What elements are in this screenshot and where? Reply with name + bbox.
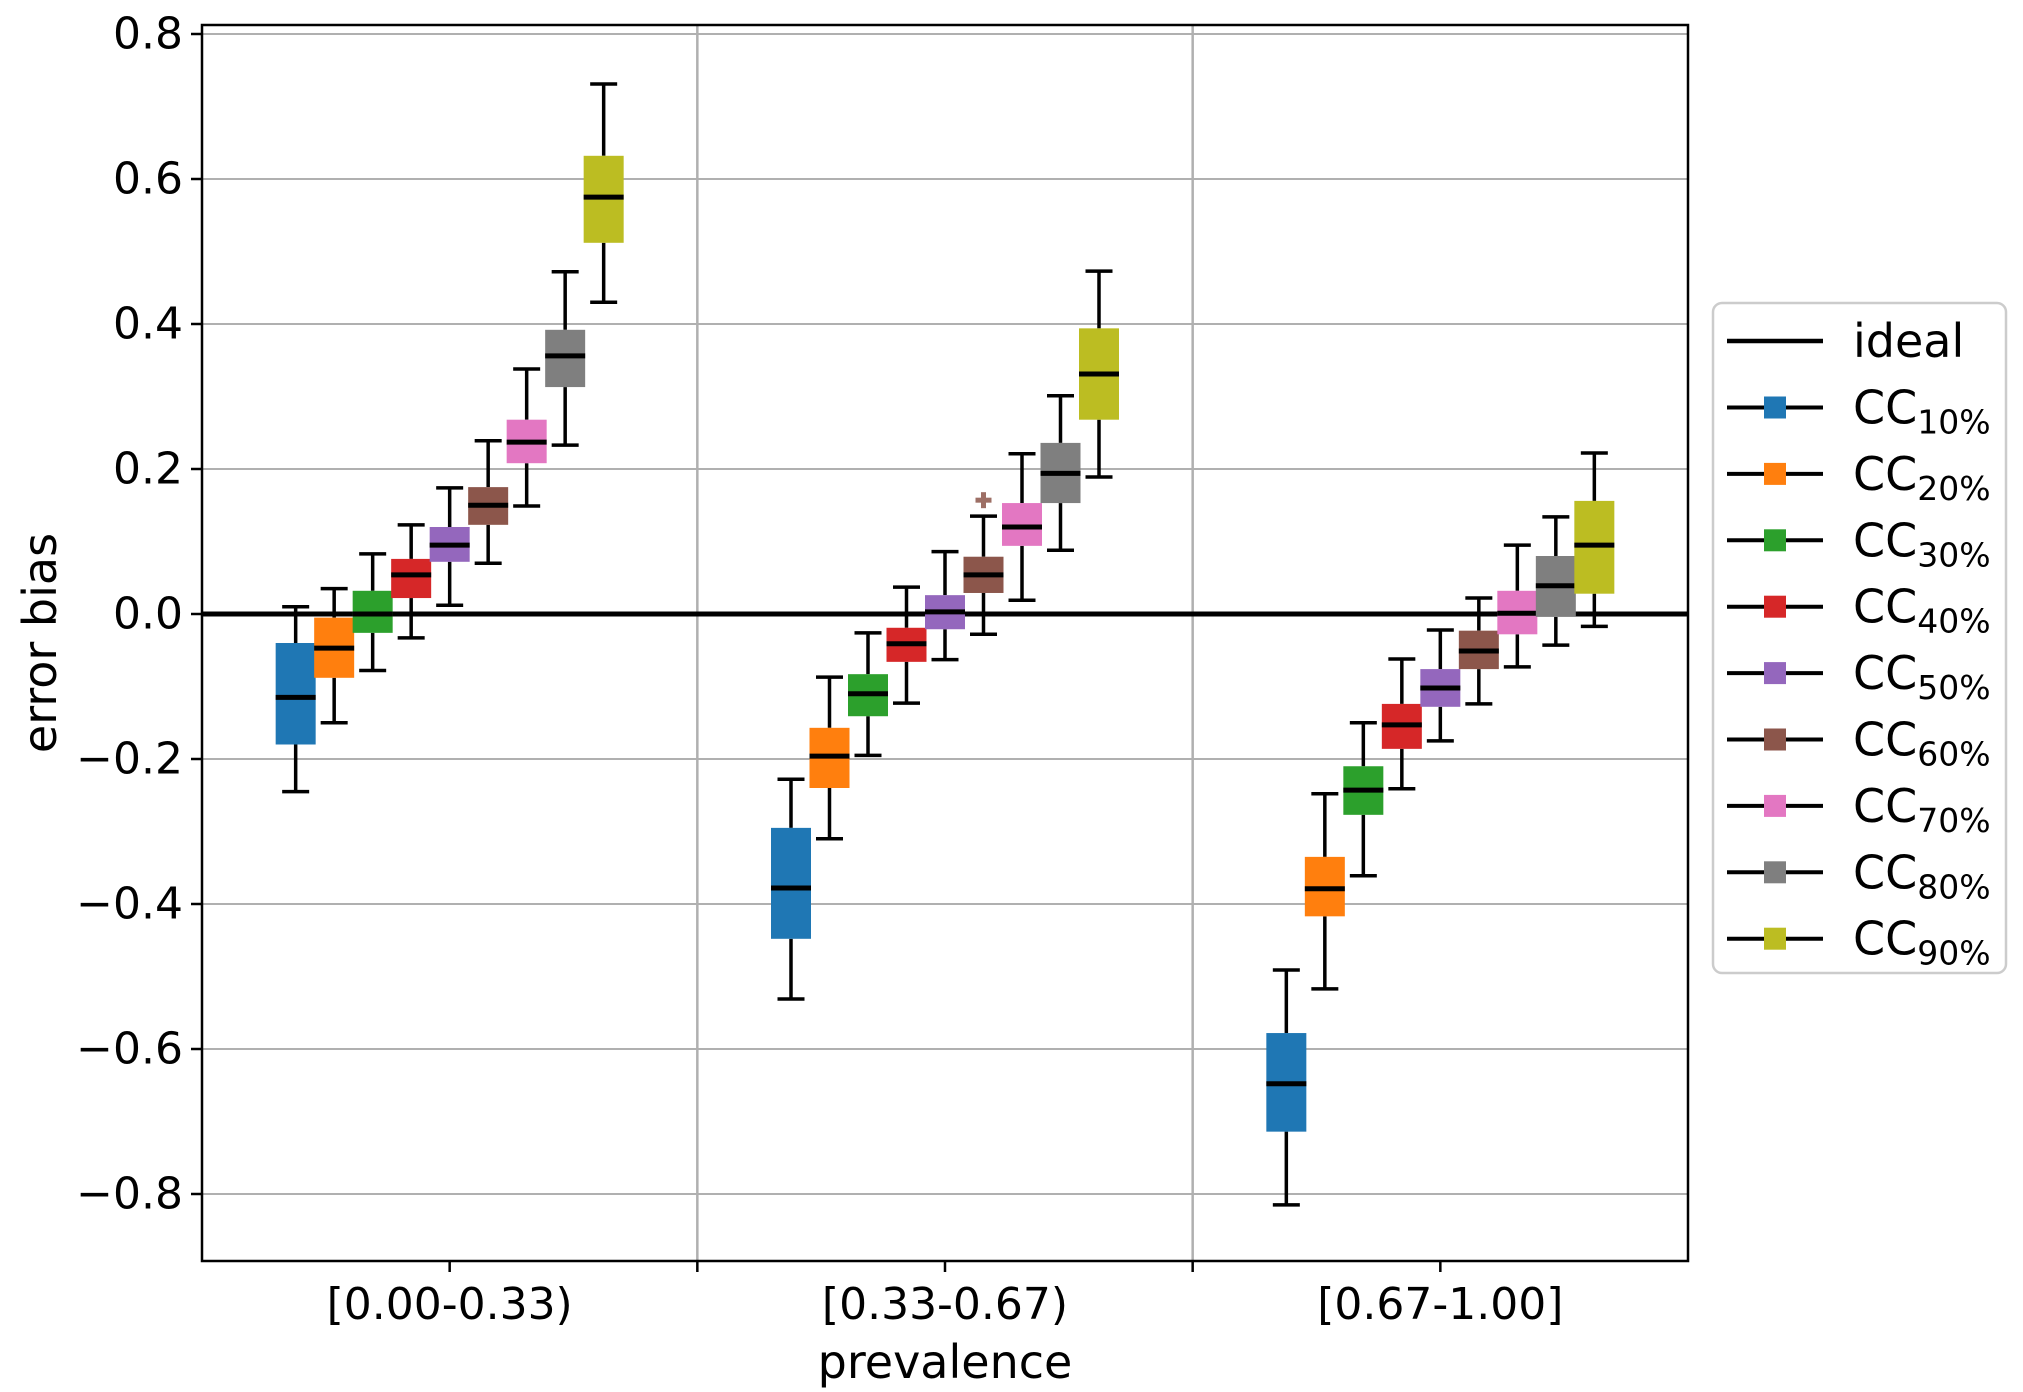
y-tick-label: 0.0 [113,589,183,640]
box-CC90%-cat0 [583,82,624,304]
legend-marker-CC50% [1764,662,1786,685]
box-CC80%-cat1 [1040,394,1081,552]
legend-entry-CC10%: CC10% [1727,381,1991,442]
box-CC50%-cat1 [925,549,965,662]
box-CC50%-cat2 [1420,628,1461,743]
box-CC80%-cat2 [1535,515,1576,647]
legend-marker-CC70% [1764,794,1786,817]
series-CC30% [352,552,1384,878]
y-tick-label: −0.4 [76,879,183,930]
legend-label-CC50%: CC50% [1853,646,1991,707]
box-CC10%-cat0 [275,605,316,794]
legend-label-CC20%: CC20% [1853,447,1991,508]
box-rect [275,643,316,745]
box-CC10%-cat2 [1266,968,1307,1207]
x-axis-title: prevalence [818,1335,1073,1389]
box-CC70%-cat1 [1002,452,1042,602]
legend-entry-CC40%: CC40% [1727,580,1991,641]
box-rect [1002,503,1042,546]
box-CC40%-cat0 [391,523,432,640]
box-CC20%-cat2 [1304,792,1345,991]
box-CC80%-cat0 [545,270,586,447]
series-CC70% [506,367,1538,669]
box-CC60%-cat1 [963,492,1004,637]
series-CC20% [314,586,1345,991]
legend-label-CC60%: CC60% [1853,713,1991,774]
y-tick-label: −0.8 [76,1169,183,1220]
y-tick-label: 0.2 [113,444,183,495]
box-CC30%-cat2 [1343,721,1384,878]
outlier-marker [975,492,992,509]
series-CC80% [545,270,1576,647]
legend-label-CC70%: CC70% [1853,779,1991,840]
box-CC90%-cat1 [1079,269,1119,479]
series-CC90% [583,82,1615,629]
legend-marker-CC80% [1764,861,1786,884]
legend-marker-CC40% [1764,595,1786,618]
series-CC60% [468,438,1499,706]
legend-entry-CC20%: CC20% [1727,447,1991,508]
legend-label-CC10%: CC10% [1853,381,1991,442]
legend-label-CC90%: CC90% [1853,912,1991,973]
y-tick-label: 0.8 [113,9,183,60]
boxplot-series [275,82,1615,1207]
box-rect [391,558,432,599]
legend-ideal-label: ideal [1853,314,1964,368]
series-CC50% [429,486,1461,743]
box-CC40%-cat2 [1381,657,1422,791]
box-rect [771,827,811,939]
box-CC10%-cat1 [771,777,811,1001]
box-CC90%-cat2 [1574,451,1615,629]
legend-entry-CC70%: CC70% [1727,779,1991,840]
y-axis-title: error bias [13,533,67,753]
box-CC60%-cat0 [468,438,509,565]
x-category-label: [0.33-0.67) [822,1279,1068,1330]
legend-label-CC80%: CC80% [1853,845,1991,906]
legend-marker-CC10% [1764,396,1786,419]
x-category-label: [0.00-0.33) [327,1279,573,1330]
legend-marker-CC30% [1764,529,1786,552]
box-CC30%-cat0 [352,552,393,673]
box-CC60%-cat2 [1458,596,1499,706]
legend-marker-CC20% [1764,462,1786,485]
x-category-label: [0.67-1.00] [1317,1279,1563,1330]
x-axis: [0.00-0.33) [0.33-0.67) [0.67-1.00] [327,1261,1563,1330]
series-CC40% [391,523,1422,791]
legend-entry-CC60%: CC60% [1727,713,1991,774]
y-tick-label: 0.4 [113,299,183,350]
box-CC20%-cat1 [809,675,850,841]
legend-entry-CC80%: CC80% [1727,845,1991,906]
box-rect [545,329,586,388]
legend-marker-CC60% [1764,728,1786,751]
legend-label-CC40%: CC40% [1853,580,1991,641]
legend-marker-CC90% [1764,927,1786,950]
box-CC40%-cat1 [886,585,927,705]
y-tick-label: 0.6 [113,154,183,205]
legend-label-CC30%: CC30% [1853,513,1991,574]
box-CC70%-cat2 [1497,543,1538,669]
box-CC20%-cat0 [314,586,355,725]
legend-entry-CC90%: CC90% [1727,912,1991,973]
y-axis: 0.8 0.6 0.4 0.2 0.0 −0.2 −0.4 −0.6 −0.8 [76,9,202,1220]
box-CC30%-cat1 [848,631,888,758]
y-tick-label: −0.6 [76,1024,183,1075]
legend-entry-CC30%: CC30% [1727,513,1991,574]
box-CC70%-cat0 [506,367,547,508]
y-tick-label: −0.2 [76,734,183,785]
legend-entry-ideal: ideal [1727,314,1964,368]
legend-entry-CC50%: CC50% [1727,646,1991,707]
legend: ideal CC10%CC20%CC30%CC40%CC50%CC60%CC70%… [1711,301,2008,975]
series-CC10% [275,605,1307,1207]
box-CC50%-cat0 [429,486,470,608]
